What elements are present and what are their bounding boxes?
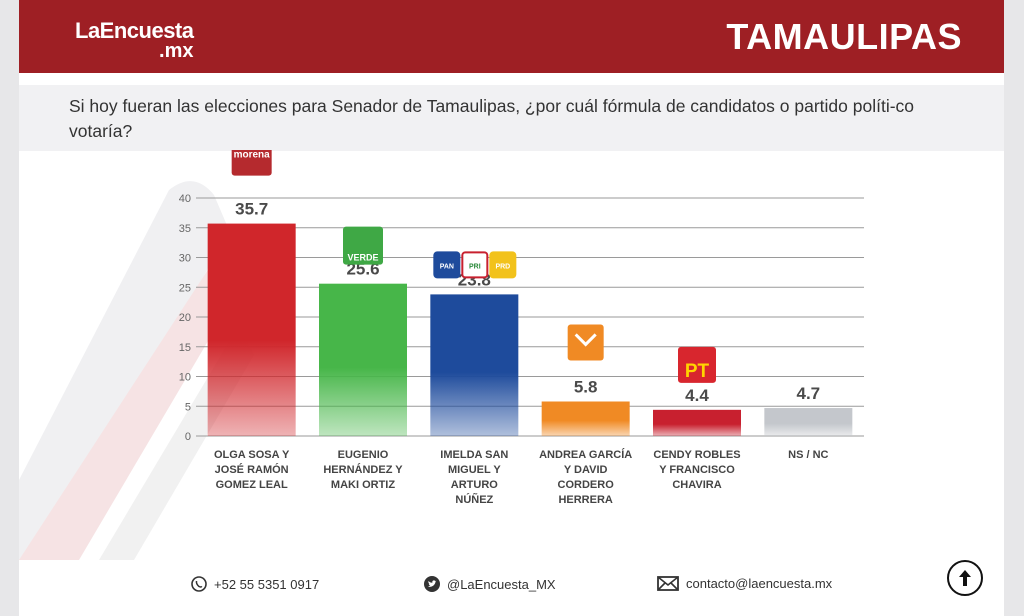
y-tick-label: 40 — [179, 193, 191, 205]
y-tick-label: 0 — [185, 431, 191, 443]
value-label: 4.7 — [797, 384, 821, 403]
y-tick-label: 35 — [179, 223, 191, 235]
bar-1 — [207, 223, 296, 436]
twitter-handle: @LaEncuesta_MX — [447, 576, 556, 592]
y-tick-label: 30 — [179, 253, 191, 265]
bar-2 — [319, 283, 407, 436]
bar-3 — [430, 294, 519, 436]
header-bar: LaEncuesta .mx TAMAULIPAS — [19, 0, 1004, 73]
morena-logo-text: morena — [234, 150, 271, 161]
question-band — [19, 85, 1004, 151]
y-tick-label: 15 — [179, 342, 191, 354]
pri-logo-text: PRI — [469, 263, 481, 270]
phone-number: +52 55 5351 0917 — [214, 576, 320, 592]
pt-logo-text: PT — [685, 361, 710, 382]
twitter-contact[interactable]: @LaEncuesta_MX — [424, 576, 556, 592]
verde-logo-text: VERDE — [347, 253, 378, 263]
y-tick-label: 25 — [179, 282, 191, 294]
y-tick-label: 5 — [185, 401, 191, 413]
value-label: 35.7 — [235, 200, 268, 219]
y-tick-label: 20 — [179, 312, 191, 324]
scroll-top-button[interactable] — [947, 560, 983, 596]
prd-logo-text: PRD — [495, 263, 510, 270]
bar-4 — [541, 401, 630, 436]
survey-page: LaEncuesta .mx TAMAULIPAS Si hoy fueran … — [19, 0, 1004, 616]
state-title: TAMAULIPAS — [726, 16, 962, 57]
mc-logo-mark — [574, 333, 597, 347]
value-label: 4.4 — [685, 386, 709, 405]
category-label: CENDY ROBLES Y FRANCISCO CHAVIRA — [653, 449, 740, 491]
category-label: NS / NC — [788, 449, 828, 461]
pt-logo — [678, 346, 716, 383]
background-stripe — [19, 181, 229, 560]
morena-logo — [231, 150, 272, 176]
whatsapp-icon — [191, 576, 207, 592]
logo-text: LaEncuesta — [75, 18, 194, 43]
mail-icon — [657, 576, 679, 591]
category-label: EUGENIO HERNÁNDEZ Y MAKI ORTIZ — [323, 449, 403, 491]
value-label: 5.8 — [574, 377, 598, 396]
y-tick-label: 10 — [179, 372, 191, 384]
category-label: IMELDA SAN MIGUEL Y ARTURO NÚÑEZ — [440, 449, 508, 506]
footer: +52 55 5351 0917 @LaEncuesta_MX contacto… — [19, 560, 1004, 616]
email-contact[interactable]: contacto@laencuesta.mx — [657, 576, 832, 591]
background-stripe — [19, 245, 244, 560]
email-address: contacto@laencuesta.mx — [686, 576, 833, 591]
pri-logo — [461, 251, 489, 279]
phone-contact[interactable]: +52 55 5351 0917 — [191, 576, 319, 592]
logo-domain: .mx — [159, 40, 194, 62]
bar-5 — [653, 409, 741, 436]
bar-6 — [764, 408, 853, 436]
bar-chart: 0 5 10 15 20 25 30 35 40 35.7 OLGA SOSA Y JOSÉ RAMÓ… — [19, 150, 864, 560]
arrow-up-icon — [959, 570, 971, 586]
survey-question: Si hoy fueran las elecciones para Senado… — [69, 96, 915, 141]
brand-logo[interactable]: LaEncuesta .mx — [75, 18, 194, 62]
category-label: OLGA SOSA Y JOSÉ RAMÓN GOMEZ LEAL — [214, 449, 290, 491]
pan-logo-text: PAN — [440, 263, 454, 270]
twitter-icon — [424, 576, 440, 592]
verde-logo — [343, 226, 383, 265]
pan-logo — [433, 251, 461, 279]
category-label: ANDREA GARCÍA Y DAVID CORDERO HERRERA — [539, 448, 632, 506]
prd-logo — [489, 251, 517, 279]
